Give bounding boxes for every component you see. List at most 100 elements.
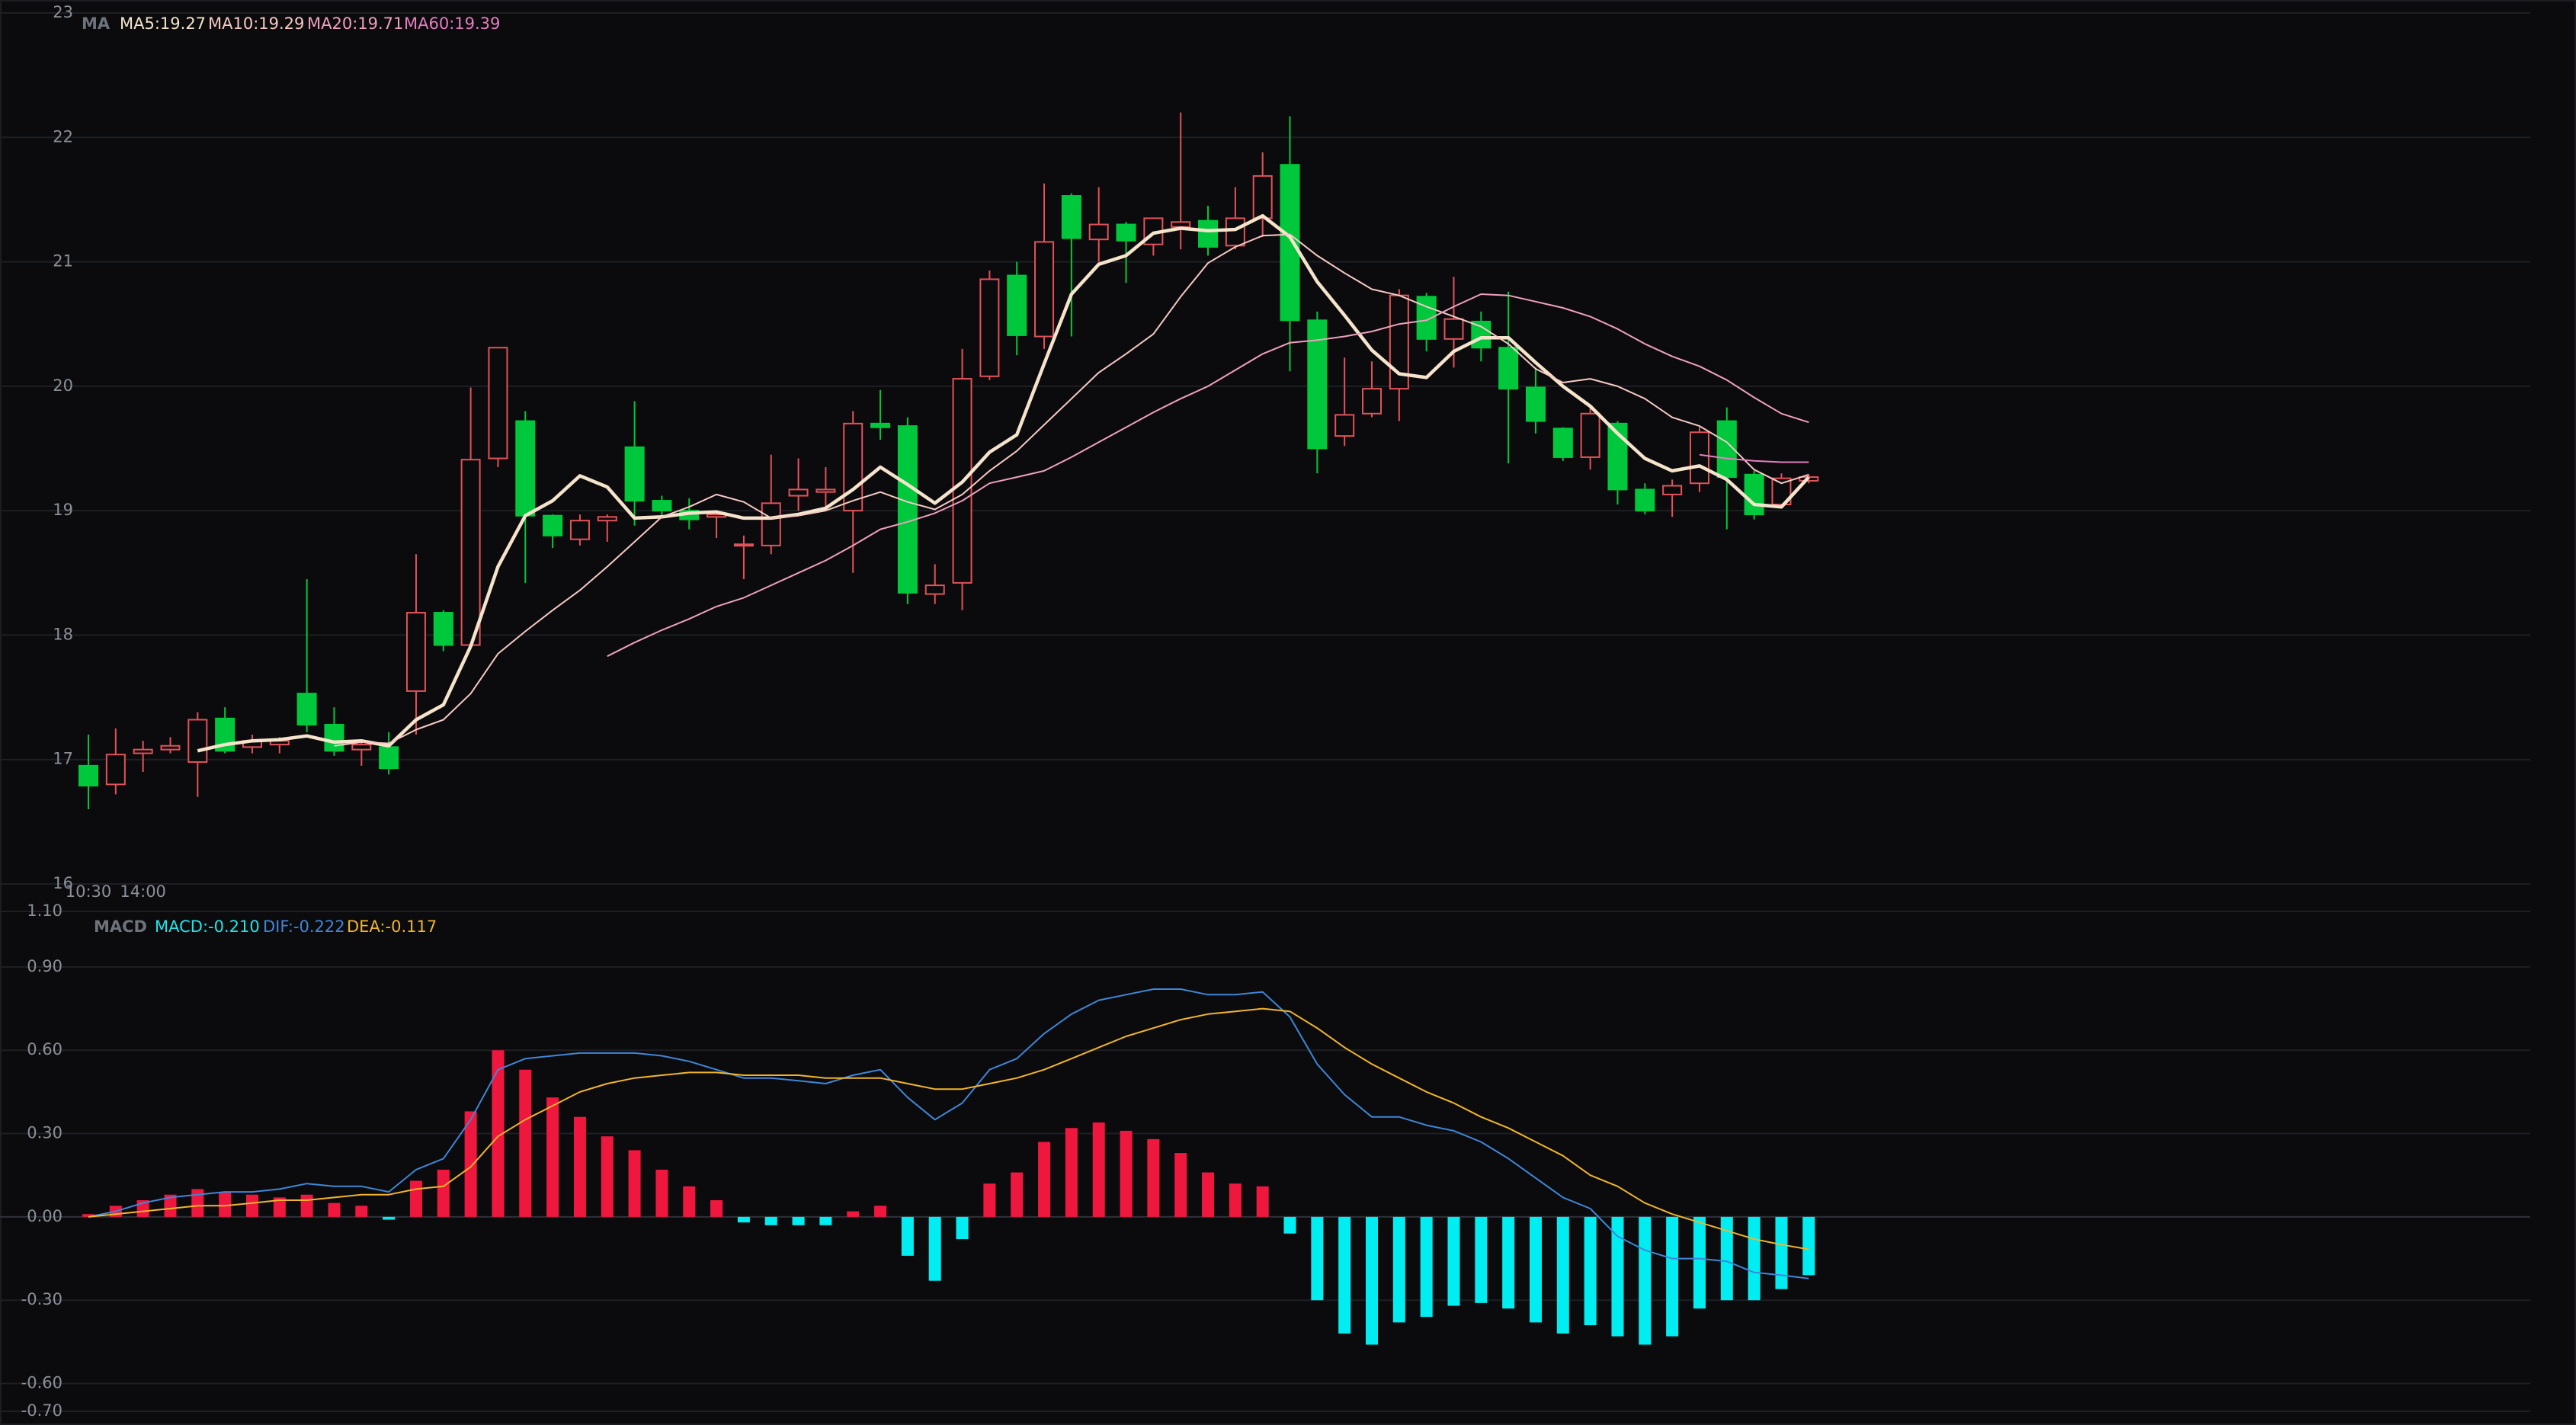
candle-body — [460, 459, 481, 646]
macd-bar — [245, 1194, 258, 1217]
candle-body — [1635, 488, 1655, 512]
candle-body — [788, 488, 809, 497]
macd-bar — [191, 1189, 204, 1217]
macd-bar — [1283, 1216, 1296, 1234]
candle-body — [1252, 175, 1273, 219]
candle-body — [351, 744, 372, 751]
macd-bar — [1065, 1128, 1078, 1217]
macd-bar — [710, 1200, 723, 1217]
candle-body — [1034, 241, 1055, 338]
legend-item: DEA:-0.117 — [347, 917, 437, 936]
candle-body — [1334, 414, 1355, 437]
macd-bar — [219, 1192, 232, 1217]
macd-bar — [1392, 1216, 1405, 1323]
macd-bar — [492, 1050, 505, 1217]
x-tick-label: 14:00 — [120, 882, 166, 901]
legend-item: MA60:19.39 — [404, 14, 500, 33]
macd-bar — [300, 1194, 313, 1217]
candle-body — [78, 764, 98, 787]
candle-body — [843, 422, 863, 512]
legend-item: MACD:-0.210 — [155, 917, 260, 936]
macd-bar — [409, 1180, 422, 1217]
macd-bar — [1120, 1130, 1133, 1217]
candle-body — [1280, 164, 1300, 322]
candle-body — [1662, 485, 1683, 495]
macd-bar — [164, 1194, 177, 1217]
candle-body — [597, 516, 617, 522]
candle-body — [324, 723, 344, 752]
macd-bar — [1475, 1216, 1488, 1303]
candle-body — [405, 612, 426, 692]
macd-bar — [437, 1169, 450, 1217]
macd-bar — [1038, 1142, 1051, 1217]
macd-bar — [1584, 1216, 1597, 1326]
macd-bar — [792, 1216, 805, 1225]
candle-body — [1689, 431, 1709, 485]
y-tick-label: 21 — [53, 252, 73, 271]
legend-item: MA20:19.71 — [307, 14, 403, 33]
candle-body — [1307, 319, 1328, 450]
y-tick-label: 23 — [53, 3, 73, 21]
candle-body — [1198, 219, 1219, 248]
macd-bar — [1420, 1216, 1433, 1318]
y-tick-label: 18 — [53, 625, 73, 643]
indicator-label: MA — [82, 14, 111, 33]
macd-bar — [1529, 1216, 1542, 1323]
candle-body — [1171, 221, 1191, 228]
y-tick-label: 17 — [53, 750, 73, 768]
macd-bar — [1256, 1186, 1269, 1217]
candle-body — [870, 422, 891, 428]
y-tick-label: 0.90 — [27, 957, 62, 975]
candle-body — [1744, 473, 1764, 516]
y-tick-label: 0.30 — [27, 1124, 62, 1142]
macd-bar — [1366, 1216, 1379, 1345]
candle-body — [815, 488, 836, 493]
macd-bar — [1311, 1216, 1324, 1301]
candle-body — [1525, 386, 1546, 422]
macd-bar — [1556, 1216, 1569, 1334]
candle-body — [1443, 318, 1464, 340]
y-tick-label: 16 — [53, 874, 73, 892]
macd-bar — [1202, 1172, 1215, 1217]
y-tick-label: -0.70 — [21, 1401, 62, 1420]
candle-body — [1088, 223, 1109, 241]
candle-body — [1225, 217, 1245, 247]
macd-bar — [273, 1197, 286, 1217]
macd-bar — [956, 1216, 969, 1240]
macd-bar — [1502, 1216, 1515, 1309]
y-tick-label: -0.60 — [21, 1374, 62, 1392]
macd-bar — [1639, 1216, 1652, 1345]
macd-bar — [519, 1069, 532, 1217]
macd-bar — [1666, 1216, 1679, 1337]
macd-bar — [1229, 1183, 1242, 1217]
macd-bar — [328, 1202, 341, 1217]
macd-bar — [546, 1097, 559, 1217]
macd-bar — [355, 1206, 368, 1217]
indicator-line — [1699, 453, 1809, 463]
macd-bar — [573, 1116, 586, 1217]
macd-bar — [1447, 1216, 1460, 1306]
candle-body — [543, 514, 563, 536]
macd-bar — [1775, 1216, 1788, 1289]
macd-bar — [82, 1214, 95, 1217]
indicator-line — [197, 213, 1810, 753]
indicator-label: MACD — [94, 917, 147, 936]
macd-bar — [464, 1111, 477, 1217]
candle-body — [488, 347, 508, 460]
macd-bar — [1748, 1216, 1761, 1301]
y-tick-label: 22 — [53, 127, 73, 146]
macd-bar — [1802, 1216, 1815, 1276]
macd-bar — [628, 1150, 641, 1217]
indicator-line — [334, 233, 1809, 747]
macd-bar — [928, 1216, 941, 1281]
y-tick-label: -0.30 — [21, 1290, 62, 1308]
candle-body — [1116, 223, 1136, 242]
x-tick-label: 10:30 — [66, 882, 112, 901]
macd-bar — [1092, 1122, 1105, 1217]
candle-body — [1580, 412, 1600, 458]
legend-item: MA10:19.29 — [208, 14, 304, 33]
candle-body — [624, 446, 645, 502]
macd-bar — [764, 1216, 777, 1225]
